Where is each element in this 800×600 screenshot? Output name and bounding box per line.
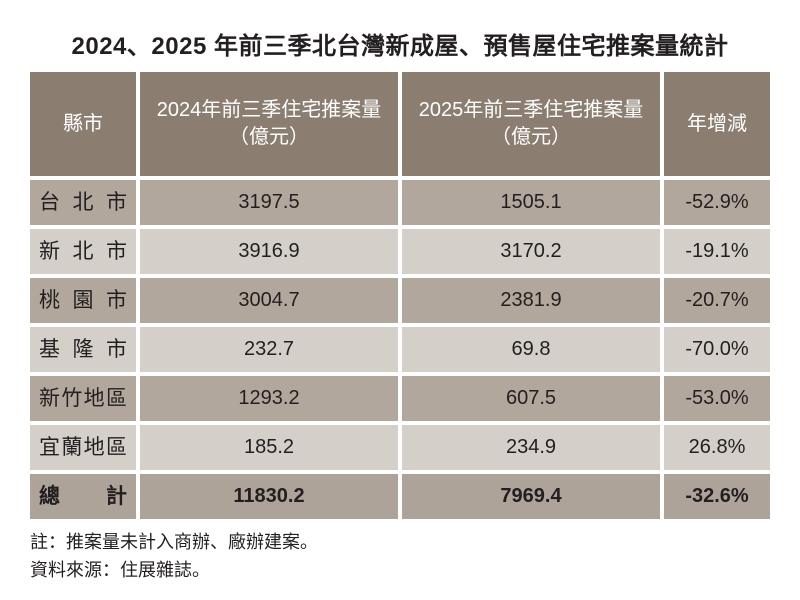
table-row-value-2024-cell: 1293.2: [140, 376, 398, 421]
table-row-value-2024-cell: 3197.5: [140, 180, 398, 225]
table-row-value-2025-cell: 234.9: [402, 425, 660, 470]
note-line-1: 註：推案量未計入商辦、廠辦建案。: [30, 532, 318, 552]
total-row-yoy-cell: -32.6%: [664, 474, 770, 519]
table-row-city-cell: 桃園市: [30, 278, 136, 323]
col-header-2025: 2025年前三季住宅推案量 （億元）: [402, 72, 660, 176]
stats-table: 縣市 2024年前三季住宅推案量 （億元） 2025年前三季住宅推案量 （億元）…: [30, 72, 770, 519]
table-row-city-cell: 新竹地區: [30, 376, 136, 421]
col-header-city: 縣市: [30, 72, 136, 176]
table-row-yoy-cell: 26.8%: [664, 425, 770, 470]
col-header-yoy: 年增減: [664, 72, 770, 176]
page-title: 2024、2025 年前三季北台灣新成屋、預售屋住宅推案量統計: [71, 33, 729, 60]
total-row-value-2025-cell: 7969.4: [402, 474, 660, 519]
footnotes: 註：推案量未計入商辦、廠辦建案。 資料來源：住展雜誌。: [30, 528, 318, 584]
table-row-value-2024-cell: 185.2: [140, 425, 398, 470]
table-row-city-cell: 宜蘭地區: [30, 425, 136, 470]
table-row-value-2025-cell: 607.5: [402, 376, 660, 421]
table-row-city-cell: 新北市: [30, 229, 136, 274]
table-row-value-2025-cell: 69.8: [402, 327, 660, 372]
table-row-value-2025-cell: 1505.1: [402, 180, 660, 225]
table-row-value-2024-cell: 3004.7: [140, 278, 398, 323]
table-row-yoy-cell: -70.0%: [664, 327, 770, 372]
table-row-yoy-cell: -19.1%: [664, 229, 770, 274]
total-row-value-2024-cell: 11830.2: [140, 474, 398, 519]
table-row-value-2024-cell: 3916.9: [140, 229, 398, 274]
col-header-2024: 2024年前三季住宅推案量 （億元）: [140, 72, 398, 176]
table-row-yoy-cell: -52.9%: [664, 180, 770, 225]
total-row-city-cell: 總計: [30, 474, 136, 519]
table-row-value-2025-cell: 3170.2: [402, 229, 660, 274]
note-line-2: 資料來源：住展雜誌。: [30, 560, 210, 580]
table-row-value-2025-cell: 2381.9: [402, 278, 660, 323]
table-row-city-cell: 台北市: [30, 180, 136, 225]
table-row-value-2024-cell: 232.7: [140, 327, 398, 372]
table-row-yoy-cell: -20.7%: [664, 278, 770, 323]
table-row-yoy-cell: -53.0%: [664, 376, 770, 421]
table-row-city-cell: 基隆市: [30, 327, 136, 372]
